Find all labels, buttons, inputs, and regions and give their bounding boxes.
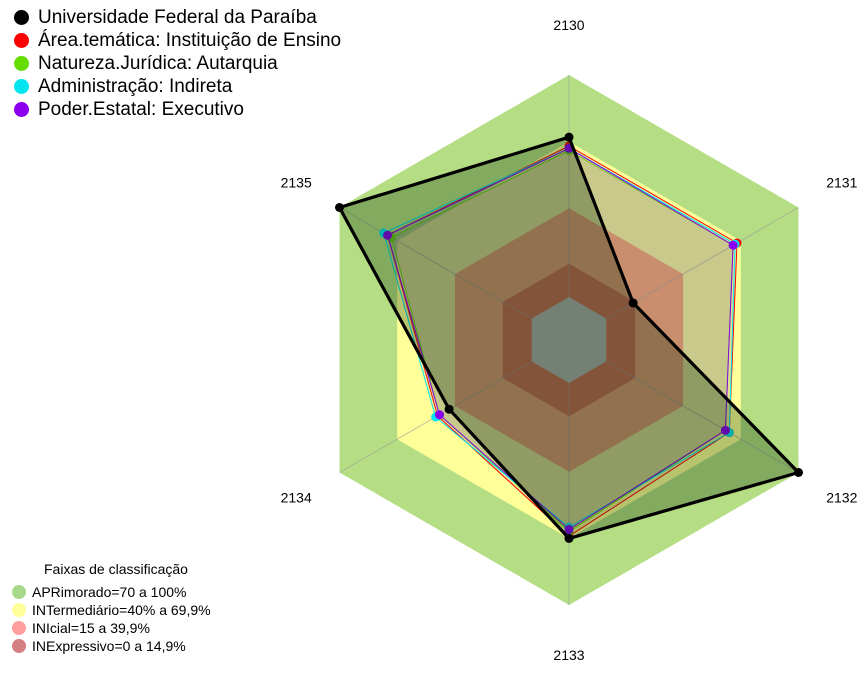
bands-legend-title: Faixas de classificação bbox=[44, 561, 188, 577]
series-point bbox=[720, 425, 730, 435]
band-item-inexpressivo: INExpressivo=0 a 14,9% bbox=[12, 637, 211, 655]
legend-label: Poder.Estatal: Executivo bbox=[38, 98, 244, 120]
axis-label-2132: 2132 bbox=[826, 490, 857, 506]
axis-label-2130: 2130 bbox=[553, 17, 584, 33]
band-item-aprimorado: APRimorado=70 a 100% bbox=[12, 583, 211, 601]
bands-legend: Faixas de classificação APRimorado=70 a … bbox=[12, 561, 211, 655]
radar-spoke bbox=[605, 207, 799, 319]
series-point bbox=[628, 298, 638, 308]
legend-label: Área.temática: Instituição de Ensino bbox=[38, 29, 342, 51]
series-point bbox=[793, 468, 803, 477]
band-dot bbox=[12, 639, 26, 653]
axis-label-2135: 2135 bbox=[281, 175, 312, 191]
series-point bbox=[564, 525, 574, 535]
radar-spoke bbox=[605, 361, 799, 473]
legend-dot bbox=[14, 10, 29, 25]
series-point bbox=[444, 404, 454, 414]
classification-bands bbox=[339, 75, 799, 605]
legend-label: Administração: Indireta bbox=[38, 75, 233, 97]
band-dot bbox=[12, 603, 26, 617]
series-point bbox=[728, 240, 738, 250]
legend-item-ufpb: Universidade Federal da Paraíba bbox=[14, 6, 341, 29]
band-item-intermediario: INTermediário=40% a 69,9% bbox=[12, 601, 211, 619]
band-item-inicial: INIcial=15 a 39,9% bbox=[12, 619, 211, 637]
axis-label-2131: 2131 bbox=[826, 175, 857, 191]
legend-dot bbox=[14, 102, 29, 117]
axis-label-2134: 2134 bbox=[281, 490, 312, 506]
legend-dot bbox=[14, 79, 29, 94]
legend-dot bbox=[14, 33, 29, 48]
legend-item-poder-estatal: Poder.Estatal: Executivo bbox=[14, 98, 341, 121]
series-point bbox=[383, 230, 393, 240]
band-label: APRimorado=70 a 100% bbox=[32, 584, 187, 600]
series-legend: Universidade Federal da Paraíba Área.tem… bbox=[14, 6, 341, 121]
legend-label: Natureza.Jurídica: Autarquia bbox=[38, 52, 278, 74]
band-dot bbox=[12, 585, 26, 599]
radar-series bbox=[335, 132, 803, 543]
legend-dot bbox=[14, 56, 29, 71]
radar-center bbox=[531, 297, 607, 383]
series-point bbox=[564, 132, 574, 142]
band-dot bbox=[12, 621, 26, 635]
band-label: INTermediário=40% a 69,9% bbox=[32, 602, 211, 618]
axis-label-2133: 2133 bbox=[553, 647, 584, 663]
series-point bbox=[564, 533, 574, 543]
band-label: INIcial=15 a 39,9% bbox=[32, 620, 150, 636]
series-point bbox=[335, 203, 345, 212]
axis-labels: 2130 2131 2132 2133 2134 2135 bbox=[281, 17, 858, 663]
series-point bbox=[434, 410, 444, 420]
band-label: INExpressivo=0 a 14,9% bbox=[32, 638, 186, 654]
legend-item-natureza-juridica: Natureza.Jurídica: Autarquia bbox=[14, 52, 341, 75]
legend-item-area-tematica: Área.temática: Instituição de Ensino bbox=[14, 29, 341, 52]
radar-spoke bbox=[339, 207, 533, 319]
legend-label: Universidade Federal da Paraíba bbox=[38, 6, 317, 28]
legend-item-administracao: Administração: Indireta bbox=[14, 75, 341, 98]
